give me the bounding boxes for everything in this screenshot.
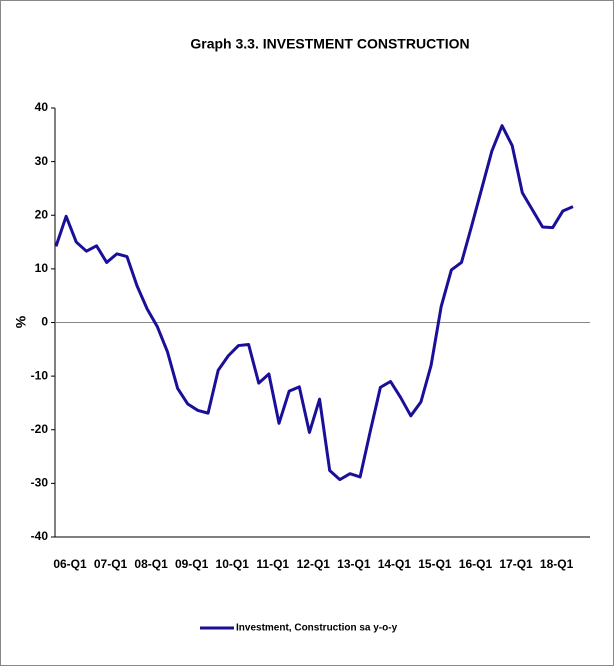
y-tick-label: 20 xyxy=(35,207,49,221)
x-tick-label: 15-Q1 xyxy=(418,557,452,571)
y-tick-label: 30 xyxy=(35,154,49,168)
y-tick-label: -40 xyxy=(31,529,49,543)
x-tick-label: 07-Q1 xyxy=(94,557,128,571)
y-tick-label: -10 xyxy=(31,368,49,382)
x-tick-label: 18-Q1 xyxy=(540,557,574,571)
x-tick-label: 06-Q1 xyxy=(53,557,87,571)
x-tick-label: 08-Q1 xyxy=(134,557,168,571)
x-tick-label: 12-Q1 xyxy=(297,557,331,571)
legend-label: Investment, Construction sa y-o-y xyxy=(236,623,398,634)
x-tick-label: 13-Q1 xyxy=(337,557,371,571)
y-tick-label: 0 xyxy=(41,315,48,329)
y-tick-label: -30 xyxy=(31,476,49,490)
data-line xyxy=(54,124,574,482)
y-tick-label: 40 xyxy=(35,100,49,114)
x-tick-label: 09-Q1 xyxy=(175,557,209,571)
x-tick-label: 17-Q1 xyxy=(499,557,533,571)
chart-title: Graph 3.3. INVESTMENT CONSTRUCTION xyxy=(190,36,469,52)
y-tick-label: 10 xyxy=(35,261,49,275)
x-tick-label: 11-Q1 xyxy=(256,557,289,571)
x-tick-label: 10-Q1 xyxy=(216,557,250,571)
x-tick-label: 14-Q1 xyxy=(378,557,412,571)
y-axis-label: % xyxy=(13,315,29,328)
x-tick-label: 16-Q1 xyxy=(459,557,493,571)
y-tick-label: -20 xyxy=(31,422,49,436)
